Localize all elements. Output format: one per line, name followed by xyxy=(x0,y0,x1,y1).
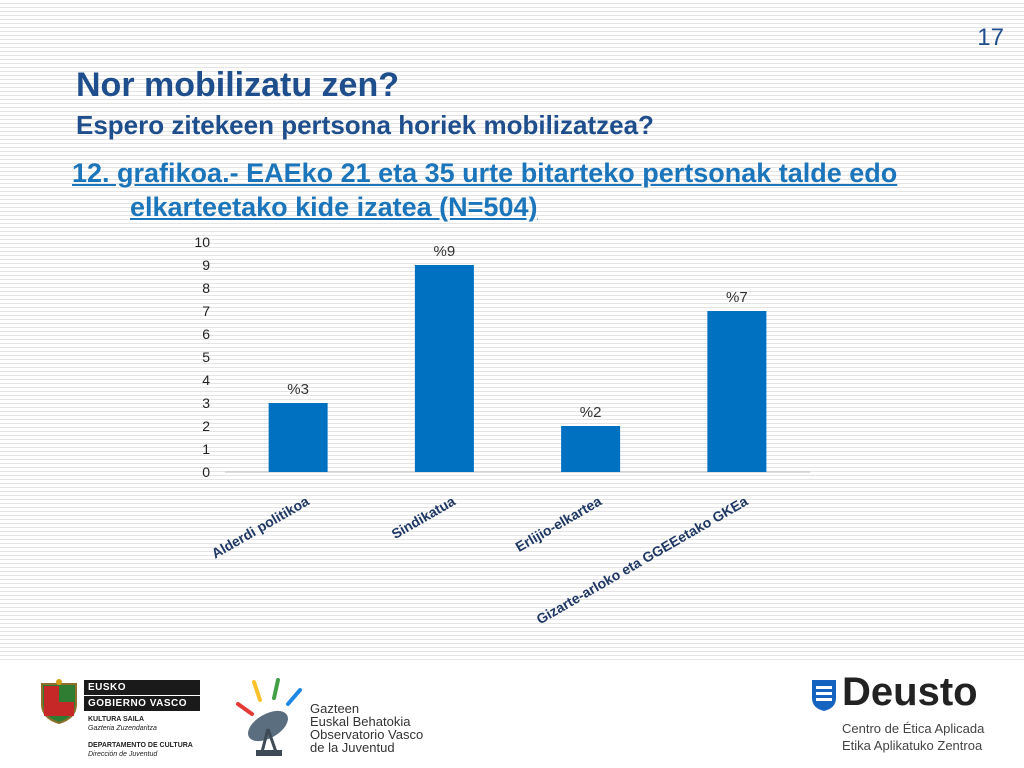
y-tick-label: 7 xyxy=(202,303,210,319)
deusto-emblem-icon xyxy=(812,680,836,711)
bar xyxy=(414,265,474,472)
gv-dept-eu-sub: Gazteria Zuzendaritza xyxy=(88,725,157,732)
y-tick-label: 0 xyxy=(202,464,210,480)
x-tick-label: Sindikatua xyxy=(389,493,458,542)
y-tick-label: 8 xyxy=(202,280,210,296)
data-label: %2 xyxy=(580,404,602,421)
gv-dept-eu: KULTURA SAILA xyxy=(88,716,144,723)
bar xyxy=(561,426,621,472)
obs-line-4: de la Juventud xyxy=(310,740,395,755)
y-tick-label: 3 xyxy=(202,395,210,411)
gv-dept-es: DEPARTAMENTO DE CULTURA xyxy=(88,742,193,749)
y-tick-label: 10 xyxy=(194,234,210,250)
coat-of-arms-icon xyxy=(41,679,77,724)
data-label: %9 xyxy=(434,243,456,260)
deusto-name: Deusto xyxy=(842,670,978,714)
y-tick-label: 5 xyxy=(202,349,210,365)
y-tick-label: 9 xyxy=(202,257,210,273)
obs-line-3: Observatorio Vasco xyxy=(310,727,424,742)
bar-chart: 0 1 2 3 4 5 6 7 8 9 10 %3 %9 %2 %7 Alderdi politikoa S… xyxy=(194,234,810,628)
x-axis: Alderdi politikoa Sindikatua Erlijio-elkar… xyxy=(209,493,751,628)
data-label: %3 xyxy=(287,381,309,398)
deusto-line-1: Centro de Ética Aplicada xyxy=(842,721,985,736)
deusto-line-2: Etika Aplikatuko Zentroa xyxy=(842,738,983,753)
obs-line-1: Gazteen xyxy=(310,701,360,716)
x-tick-label: Erlijio-elkartea xyxy=(513,493,605,555)
bars xyxy=(268,265,767,472)
gv-dept-es-sub: Dirección de Juventud xyxy=(88,751,158,758)
page-subtitle: Espero zitekeen pertsona horiek mobiliza… xyxy=(76,110,654,140)
page-title: Nor mobilizatu zen? xyxy=(76,66,399,104)
gv-name-eu: EUSKO JAURLARITZA xyxy=(84,680,200,708)
y-tick-label: 4 xyxy=(202,372,210,388)
data-labels: %3 %9 %2 %7 xyxy=(287,243,747,421)
gv-name-es: GOBIERNO VASCO xyxy=(84,696,200,711)
y-tick-label: 1 xyxy=(202,441,210,457)
chart-caption: 12. grafikoa.- EAEko 21 eta 35 urte bita… xyxy=(72,158,898,222)
slide-number: 17 xyxy=(977,24,1004,51)
obs-line-2: Euskal Behatokia xyxy=(310,714,411,729)
y-tick-label: 6 xyxy=(202,326,210,342)
deusto-logo: Deusto Centro de Ética Aplicada Etika Ap… xyxy=(810,670,990,764)
bar xyxy=(707,311,767,472)
footer: EUSKO JAURLARITZA GOBIERNO VASCO KULTURA… xyxy=(0,660,1024,768)
bar xyxy=(268,403,328,472)
x-tick-label: Alderdi politikoa xyxy=(209,493,312,562)
data-label: %7 xyxy=(726,289,748,306)
y-tick-label: 2 xyxy=(202,418,210,434)
y-axis: 0 1 2 3 4 5 6 7 8 9 10 xyxy=(194,234,210,480)
observatorio-logo: Gazteen Euskal Behatokia Observatorio Va… xyxy=(228,674,428,764)
gobierno-vasco-logo: EUSKO JAURLARITZA GOBIERNO VASCO KULTURA… xyxy=(38,672,208,762)
satellite-dish-icon xyxy=(236,678,302,756)
